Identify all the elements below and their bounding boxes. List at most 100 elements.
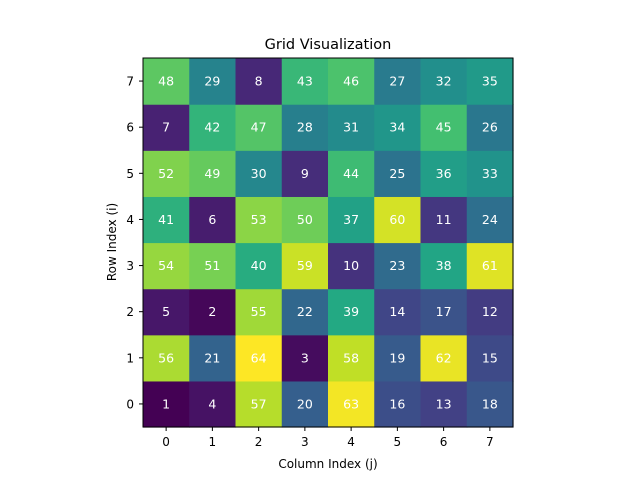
cell-value-label-r2-c1: 2 (208, 304, 216, 319)
heatmap-cell-r1-c3 (281, 334, 329, 382)
chart-title: Grid Visualization (265, 37, 392, 53)
heatmap-cell-r3-c6 (420, 242, 468, 290)
cell-value-label-r2-c2: 55 (251, 304, 267, 319)
heatmap-cell-r4-c6 (420, 196, 468, 244)
cell-value-label-r3-c2: 40 (251, 258, 267, 273)
cell-value-label-r1-c1: 21 (204, 350, 220, 365)
heatmap-cell-r1-c2 (235, 334, 283, 382)
heatmap-cell-r1-c6 (420, 334, 468, 382)
heatmap-cell-r4-c0 (143, 196, 190, 244)
cell-value-label-r6-c0: 7 (162, 120, 170, 135)
heatmap-cell-r6-c0 (143, 104, 190, 151)
heatmap-cell-r7-c6 (420, 58, 468, 105)
cell-value-label-r6-c2: 47 (251, 120, 267, 135)
plot-frame (142, 57, 514, 428)
heatmap-cell-r4-c2 (235, 196, 283, 244)
heatmap-cell-r5-c6 (420, 150, 468, 197)
heatmap-cell-r0-c6 (420, 380, 468, 428)
cell-value-label-r5-c6: 36 (436, 166, 452, 181)
cell-value-label-r3-c5: 23 (389, 258, 405, 273)
heatmap-cell-r2-c0 (143, 288, 190, 336)
heatmap-cell-r2-c1 (189, 288, 237, 336)
heatmap-cell-r7-c2 (235, 58, 283, 105)
heatmap-cell-r6-c6 (420, 104, 468, 151)
cell-value-label-r6-c5: 34 (389, 120, 405, 135)
cell-value-label-r7-c3: 43 (297, 74, 313, 89)
cell-value-label-r3-c7: 61 (482, 258, 498, 273)
cell-value-label-r7-c6: 32 (436, 74, 452, 89)
cell-value-label-r2-c7: 12 (482, 304, 498, 319)
x-tick-label-5: 5 (394, 435, 402, 449)
x-tick-label-3: 3 (301, 435, 309, 449)
cell-value-label-r5-c3: 9 (301, 166, 309, 181)
cell-value-label-r5-c5: 25 (389, 166, 405, 181)
x-tick-label-4: 4 (347, 435, 355, 449)
heatmap-cell-r7-c5 (374, 58, 422, 105)
heatmap-cell-r2-c7 (466, 288, 514, 336)
heatmap-cell-r5-c0 (143, 150, 190, 197)
heatmap-cell-r2-c3 (281, 288, 329, 336)
cell-value-label-r3-c3: 59 (297, 258, 313, 273)
heatmap-cell-r1-c0 (143, 334, 190, 382)
cell-value-label-r0-c7: 18 (482, 396, 498, 411)
cell-value-label-r1-c0: 56 (158, 350, 174, 365)
heatmap-cell-r5-c1 (189, 150, 237, 197)
cell-value-label-r0-c3: 20 (297, 396, 313, 411)
cell-value-label-r4-c7: 24 (482, 212, 498, 227)
cell-value-label-r7-c7: 35 (482, 74, 498, 89)
cell-value-label-r5-c2: 30 (251, 166, 267, 181)
cell-value-label-r1-c3: 3 (301, 350, 309, 365)
cell-value-label-r2-c5: 14 (389, 304, 405, 319)
heatmap-cell-r0-c0 (143, 380, 190, 428)
heatmap-cell-r0-c3 (281, 380, 329, 428)
y-tick-label-6: 6 (126, 121, 134, 135)
x-axis-label: Column Index (j) (278, 457, 377, 471)
cell-value-label-r2-c0: 5 (162, 304, 170, 319)
y-axis-ticks: 0 1 2 3 4 5 6 7 (126, 75, 143, 411)
heatmap-cell-r4-c7 (466, 196, 514, 244)
cell-value-label-r3-c6: 38 (436, 258, 452, 273)
heatmap-cell-r2-c6 (420, 288, 468, 336)
heatmap-cell-r7-c4 (328, 58, 375, 105)
heatmap-cell-r1-c5 (374, 334, 422, 382)
cell-value-label-r1-c6: 62 (436, 350, 452, 365)
cell-value-label-r2-c3: 22 (297, 304, 313, 319)
cell-value-label-r2-c6: 17 (436, 304, 452, 319)
cell-value-label-r5-c4: 44 (343, 166, 359, 181)
heatmap-cell-r5-c2 (235, 150, 283, 197)
cell-value-label-r0-c0: 1 (162, 396, 170, 411)
heatmap-cell-r3-c2 (235, 242, 283, 290)
y-axis-label: Row Index (i) (105, 203, 119, 281)
cell-value-label-r7-c2: 8 (255, 74, 263, 89)
cell-value-label-r3-c4: 10 (343, 258, 359, 273)
cell-value-label-r0-c1: 4 (208, 396, 216, 411)
heatmap-cell-r0-c4 (328, 380, 375, 428)
cell-value-label-r5-c0: 52 (158, 166, 174, 181)
heatmap-cell-r3-c7 (466, 242, 514, 290)
heatmap-cell-r6-c7 (466, 104, 514, 151)
cell-value-label-r4-c5: 60 (389, 212, 405, 227)
cell-value-label-r7-c0: 48 (158, 74, 174, 89)
cell-value-label-r0-c6: 13 (436, 396, 452, 411)
heatmap-cell-r0-c1 (189, 380, 237, 428)
heatmap-cell-r1-c4 (328, 334, 375, 382)
heatmap-cell-r6-c1 (189, 104, 237, 151)
x-tick-label-2: 2 (255, 435, 263, 449)
cell-value-label-r1-c7: 15 (482, 350, 498, 365)
heatmap-cell-r6-c3 (281, 104, 329, 151)
heatmap-cell-r5-c3 (281, 150, 329, 197)
heatmap-cell-r6-c2 (235, 104, 283, 151)
heatmap-cell-r0-c5 (374, 380, 422, 428)
cell-value-label-r6-c7: 26 (482, 120, 498, 135)
cell-value-label-r4-c1: 6 (208, 212, 216, 227)
cell-value-label-r2-c4: 39 (343, 304, 359, 319)
cell-value-label-r5-c1: 49 (204, 166, 220, 181)
heatmap-cell-r2-c5 (374, 288, 422, 336)
heatmap-cell-r3-c4 (328, 242, 375, 290)
heatmap-cell-r2-c2 (235, 288, 283, 336)
cell-value-label-r1-c2: 64 (251, 350, 267, 365)
cell-value-label-r5-c7: 33 (482, 166, 498, 181)
y-tick-label-1: 1 (126, 351, 134, 365)
cell-value-label-r0-c4: 63 (343, 396, 359, 411)
